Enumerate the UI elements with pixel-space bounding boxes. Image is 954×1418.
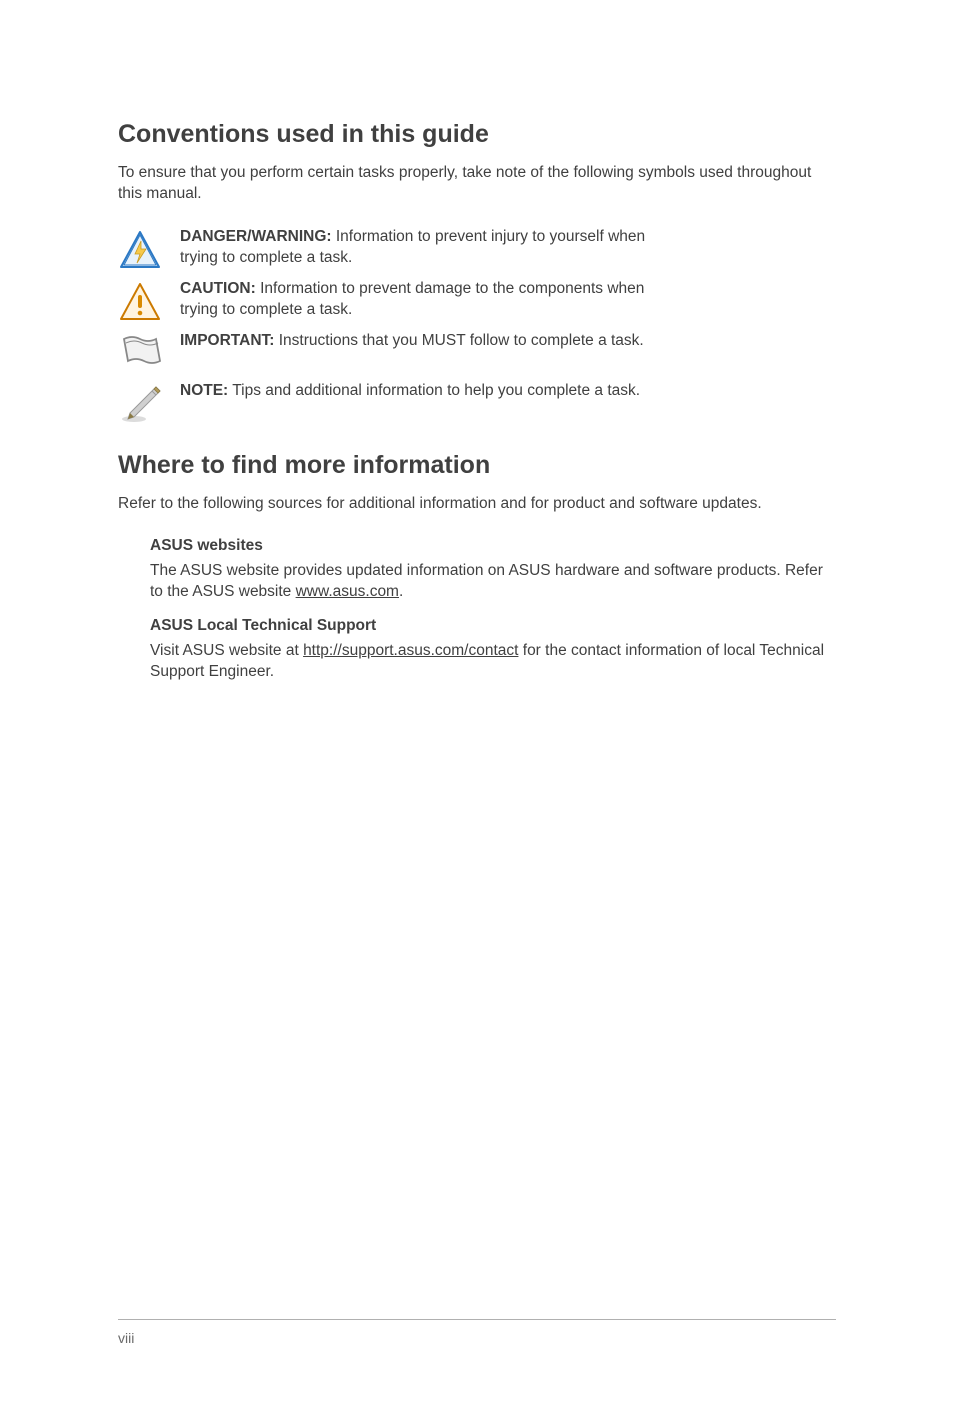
- note-label: NOTE:: [180, 382, 228, 399]
- section-intro: To ensure that you perform certain tasks…: [118, 163, 836, 205]
- important-label: IMPORTANT:: [180, 332, 274, 349]
- important-body: Instructions that you MUST follow to com…: [274, 332, 643, 349]
- caution-icon: [118, 279, 180, 323]
- sub2-pre: Visit ASUS website at: [150, 642, 303, 659]
- sub2-link[interactable]: http://support.asus.com/contact: [303, 642, 518, 659]
- note-text: NOTE: Tips and additional information to…: [180, 381, 640, 402]
- page-footer: viii: [118, 1319, 836, 1348]
- note-row: NOTE: Tips and additional information to…: [118, 381, 836, 425]
- important-row: IMPORTANT: Instructions that you MUST fo…: [118, 331, 836, 373]
- danger-label: DANGER/WARNING:: [180, 228, 332, 245]
- important-text: IMPORTANT: Instructions that you MUST fo…: [180, 331, 644, 352]
- caution-label: CAUTION:: [180, 280, 256, 297]
- sub1-pre: The ASUS website provides updated inform…: [150, 562, 823, 600]
- note-body: Tips and additional information to help …: [228, 382, 640, 399]
- danger-text: DANGER/WARNING: Information to prevent i…: [180, 227, 680, 269]
- note-icon: [118, 381, 180, 425]
- sub2-body: Visit ASUS website at http://support.asu…: [150, 641, 836, 683]
- sub1-post: .: [399, 583, 403, 600]
- caution-text: CAUTION: Information to prevent damage t…: [180, 279, 680, 321]
- caution-row: CAUTION: Information to prevent damage t…: [118, 279, 836, 323]
- danger-row: DANGER/WARNING: Information to prevent i…: [118, 227, 836, 271]
- sub1-link[interactable]: www.asus.com: [296, 583, 399, 600]
- sub1-body: The ASUS website provides updated inform…: [150, 561, 836, 603]
- section2-heading: Where to find more information: [118, 451, 836, 480]
- sub-asus-websites: ASUS websites The ASUS website provides …: [118, 537, 836, 683]
- sub2-heading: ASUS Local Technical Support: [150, 617, 836, 635]
- section-heading: Conventions used in this guide: [118, 120, 836, 149]
- page-number: viii: [118, 1330, 134, 1346]
- important-icon: [118, 331, 180, 373]
- sub1-heading: ASUS websites: [150, 537, 836, 555]
- section2-intro: Refer to the following sources for addit…: [118, 494, 836, 515]
- danger-icon: [118, 227, 180, 271]
